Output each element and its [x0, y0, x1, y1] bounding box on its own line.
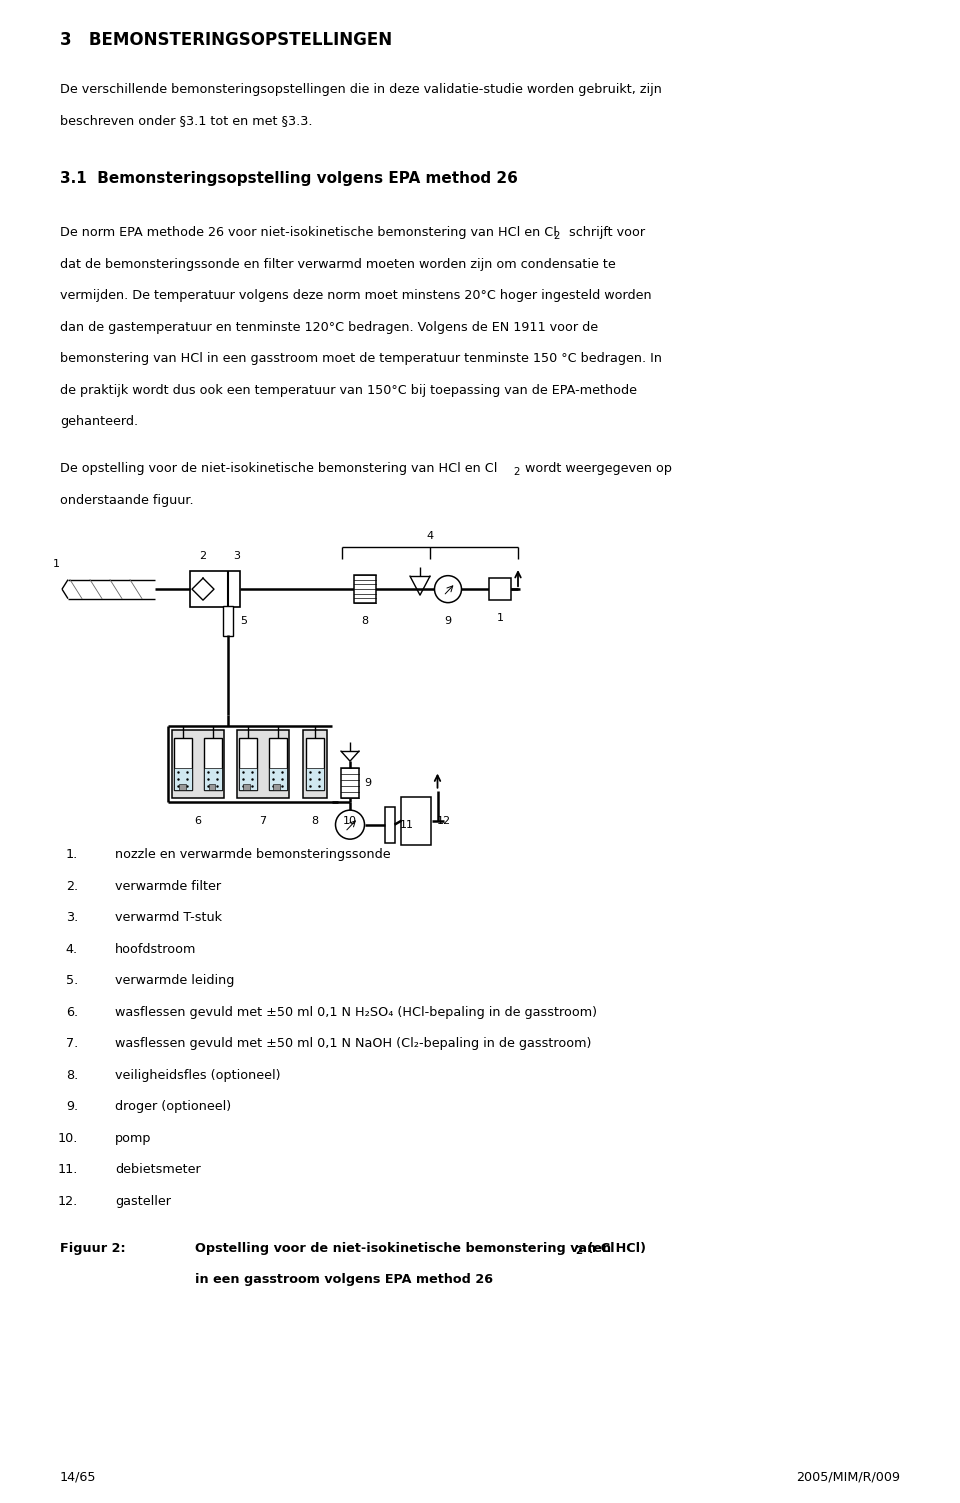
Bar: [306, 768, 324, 791]
Text: 2: 2: [554, 230, 560, 240]
Text: 2: 2: [575, 1246, 582, 1257]
Text: Figuur 2:: Figuur 2:: [60, 1241, 126, 1255]
Bar: [269, 768, 287, 791]
Text: 7: 7: [259, 816, 267, 827]
Bar: [274, 785, 280, 789]
Text: De verschillende bemonsteringsopstellingen die in deze validatie-studie worden g: De verschillende bemonsteringsopstelling…: [60, 83, 661, 96]
Text: 1.: 1.: [65, 848, 78, 861]
Text: 2.: 2.: [66, 879, 78, 893]
Text: 9: 9: [444, 616, 451, 625]
Text: 9.: 9.: [66, 1100, 78, 1114]
Text: beschreven onder §3.1 tot en met §3.3.: beschreven onder §3.1 tot en met §3.3.: [60, 114, 313, 128]
Text: veiligheidsfles (optioneel): veiligheidsfles (optioneel): [115, 1069, 280, 1082]
Bar: [204, 738, 222, 791]
Bar: [174, 738, 192, 791]
Text: nozzle en verwarmde bemonsteringssonde: nozzle en verwarmde bemonsteringssonde: [115, 848, 391, 861]
Text: wasflessen gevuld met ±50 ml 0,1 N NaOH (Cl₂-bepaling in de gasstroom): wasflessen gevuld met ±50 ml 0,1 N NaOH …: [115, 1037, 591, 1051]
Bar: [401, 797, 431, 845]
Bar: [269, 738, 287, 791]
Text: schrijft voor: schrijft voor: [562, 225, 645, 239]
Text: 6: 6: [195, 816, 202, 827]
Circle shape: [335, 810, 365, 839]
Text: verwarmd T-stuk: verwarmd T-stuk: [115, 911, 222, 924]
Text: 4.: 4.: [66, 942, 78, 956]
Text: onderstaande figuur.: onderstaande figuur.: [60, 494, 194, 507]
Text: 2005/MIM/R/009: 2005/MIM/R/009: [796, 1470, 900, 1483]
Text: gehanteerd.: gehanteerd.: [60, 415, 138, 428]
Text: 10: 10: [343, 816, 357, 827]
Text: vermijden. De temperatuur volgens deze norm moet minstens 20°C hoger ingesteld w: vermijden. De temperatuur volgens deze n…: [60, 289, 652, 302]
Text: droger (optioneel): droger (optioneel): [115, 1100, 231, 1114]
Text: 4: 4: [426, 531, 434, 541]
Text: 3.1  Bemonsteringsopstelling volgens EPA method 26: 3.1 Bemonsteringsopstelling volgens EPA …: [60, 171, 517, 186]
Text: dan de gastemperatuur en tenminste 120°C bedragen. Volgens de EN 1911 voor de: dan de gastemperatuur en tenminste 120°C…: [60, 320, 598, 334]
Text: 1: 1: [496, 613, 503, 624]
Text: bemonstering van HCl in een gasstroom moet de temperatuur tenminste 150 °C bedra: bemonstering van HCl in een gasstroom mo…: [60, 352, 662, 365]
Text: 9: 9: [364, 779, 372, 788]
Text: 12: 12: [437, 816, 450, 825]
Text: hoofdstroom: hoofdstroom: [115, 942, 197, 956]
Text: debietsmeter: debietsmeter: [115, 1163, 201, 1177]
Text: pomp: pomp: [115, 1132, 152, 1145]
Bar: [204, 768, 222, 791]
Text: 7.: 7.: [65, 1037, 78, 1051]
Bar: [190, 571, 240, 607]
Text: 3   BEMONSTERINGSOPSTELLINGEN: 3 BEMONSTERINGSOPSTELLINGEN: [60, 32, 392, 50]
Bar: [237, 730, 289, 798]
Text: 6.: 6.: [66, 1006, 78, 1019]
Text: 5.: 5.: [65, 974, 78, 987]
Text: 2: 2: [514, 467, 519, 476]
Text: in een gasstroom volgens EPA method 26: in een gasstroom volgens EPA method 26: [195, 1273, 493, 1287]
Text: wordt weergegeven op: wordt weergegeven op: [520, 463, 672, 475]
Bar: [303, 730, 327, 798]
Bar: [489, 579, 511, 600]
Bar: [306, 738, 324, 791]
Text: 2: 2: [200, 552, 206, 561]
Text: 8: 8: [311, 816, 319, 827]
Text: 14/65: 14/65: [60, 1470, 97, 1483]
Text: 8.: 8.: [65, 1069, 78, 1082]
Bar: [341, 768, 359, 798]
Text: gasteller: gasteller: [115, 1195, 171, 1207]
Text: wasflessen gevuld met ±50 ml 0,1 N H₂SO₄ (HCl-bepaling in de gasstroom): wasflessen gevuld met ±50 ml 0,1 N H₂SO₄…: [115, 1006, 597, 1019]
Bar: [385, 807, 395, 843]
Text: (en HCl): (en HCl): [583, 1241, 645, 1255]
Bar: [179, 785, 185, 789]
Text: 8: 8: [361, 616, 369, 627]
Bar: [239, 768, 257, 791]
Text: verwarmde leiding: verwarmde leiding: [115, 974, 234, 987]
Bar: [223, 606, 233, 636]
Text: 12.: 12.: [58, 1195, 78, 1207]
Text: 3: 3: [233, 552, 240, 561]
Text: 3.: 3.: [65, 911, 78, 924]
Text: De norm EPA methode 26 voor niet-isokinetische bemonstering van HCl en Cl: De norm EPA methode 26 voor niet-isokine…: [60, 225, 557, 239]
Circle shape: [435, 576, 462, 603]
Bar: [354, 576, 376, 603]
Text: verwarmde filter: verwarmde filter: [115, 879, 221, 893]
Text: 11.: 11.: [58, 1163, 78, 1177]
Text: 5: 5: [240, 616, 247, 627]
Text: 10.: 10.: [58, 1132, 78, 1145]
Bar: [244, 785, 251, 789]
Text: dat de bemonsteringssonde en filter verwarmd moeten worden zijn om condensatie t: dat de bemonsteringssonde en filter verw…: [60, 257, 615, 271]
Text: 11: 11: [399, 819, 414, 830]
Text: Opstelling voor de niet-isokinetische bemonstering van Cl: Opstelling voor de niet-isokinetische be…: [195, 1241, 614, 1255]
Bar: [208, 785, 215, 789]
Bar: [174, 768, 192, 791]
Text: 1: 1: [53, 559, 60, 570]
Text: de praktijk wordt dus ook een temperatuur van 150°C bij toepassing van de EPA-me: de praktijk wordt dus ook een temperatuu…: [60, 383, 637, 397]
Bar: [239, 738, 257, 791]
Text: De opstelling voor de niet-isokinetische bemonstering van HCl en Cl: De opstelling voor de niet-isokinetische…: [60, 463, 497, 475]
Bar: [172, 730, 224, 798]
